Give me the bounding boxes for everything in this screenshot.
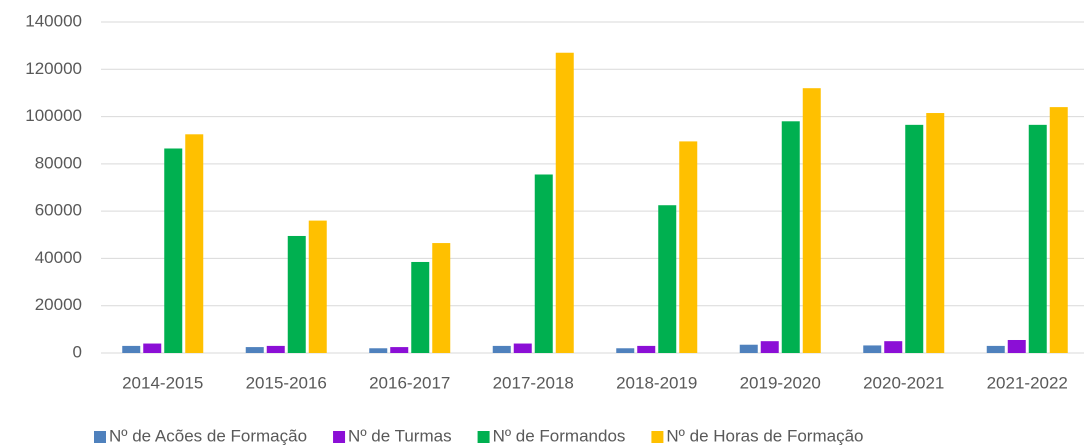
y-tick-label: 0 (73, 342, 82, 361)
bar (492, 345, 511, 353)
bar (986, 345, 1005, 353)
bar (185, 134, 204, 353)
y-tick-label: 60000 (35, 201, 82, 220)
bar (287, 235, 306, 353)
bar (555, 52, 574, 353)
bar (164, 148, 183, 353)
legend-swatch (333, 431, 346, 443)
legend-label: Nº de Formandos (493, 426, 626, 445)
x-tick-label: 2020-2021 (863, 373, 944, 392)
legend-label: Nº de Turmas (348, 426, 452, 445)
bar (1028, 124, 1047, 353)
bar (432, 243, 451, 353)
x-tick-label: 2021-2022 (987, 373, 1068, 392)
bar (658, 205, 677, 353)
y-tick-label: 80000 (35, 153, 82, 172)
legend-swatch (94, 431, 106, 443)
bar (926, 113, 945, 354)
y-tick-label: 40000 (35, 248, 82, 267)
x-tick-label: 2015-2016 (246, 373, 327, 392)
y-tick-label: 140000 (25, 11, 82, 30)
legend-swatch (477, 431, 490, 443)
bar (802, 88, 821, 353)
bar (679, 141, 698, 353)
bar (863, 345, 882, 353)
bar (390, 347, 409, 353)
bar (122, 345, 141, 353)
bar (411, 261, 430, 353)
bar (616, 348, 635, 353)
y-tick-label: 120000 (25, 59, 82, 78)
x-tick-label: 2019-2020 (740, 373, 821, 392)
bar (905, 124, 924, 353)
bar (245, 347, 264, 353)
bar (781, 121, 800, 353)
x-tick-label: 2017-2018 (493, 373, 574, 392)
bar (1049, 107, 1068, 353)
y-tick-label: 20000 (35, 295, 82, 314)
x-tick-label: 2014-2015 (122, 373, 203, 392)
bar (513, 343, 532, 353)
bar (308, 220, 327, 353)
bar (637, 345, 656, 353)
y-tick-label: 100000 (25, 106, 82, 125)
bar (266, 345, 285, 353)
bar (1007, 339, 1026, 353)
bar (760, 341, 779, 353)
bar (884, 341, 903, 353)
x-tick-label: 2018-2019 (616, 373, 697, 392)
bar (143, 343, 162, 353)
legend-label: Nº de Horas de Formação (666, 426, 863, 445)
legend-label: Nº de Acões de Formação (109, 426, 307, 445)
bar (739, 344, 758, 353)
bar (534, 174, 553, 353)
legend-swatch (651, 431, 664, 443)
bar (369, 348, 388, 353)
x-tick-label: 2016-2017 (369, 373, 450, 392)
